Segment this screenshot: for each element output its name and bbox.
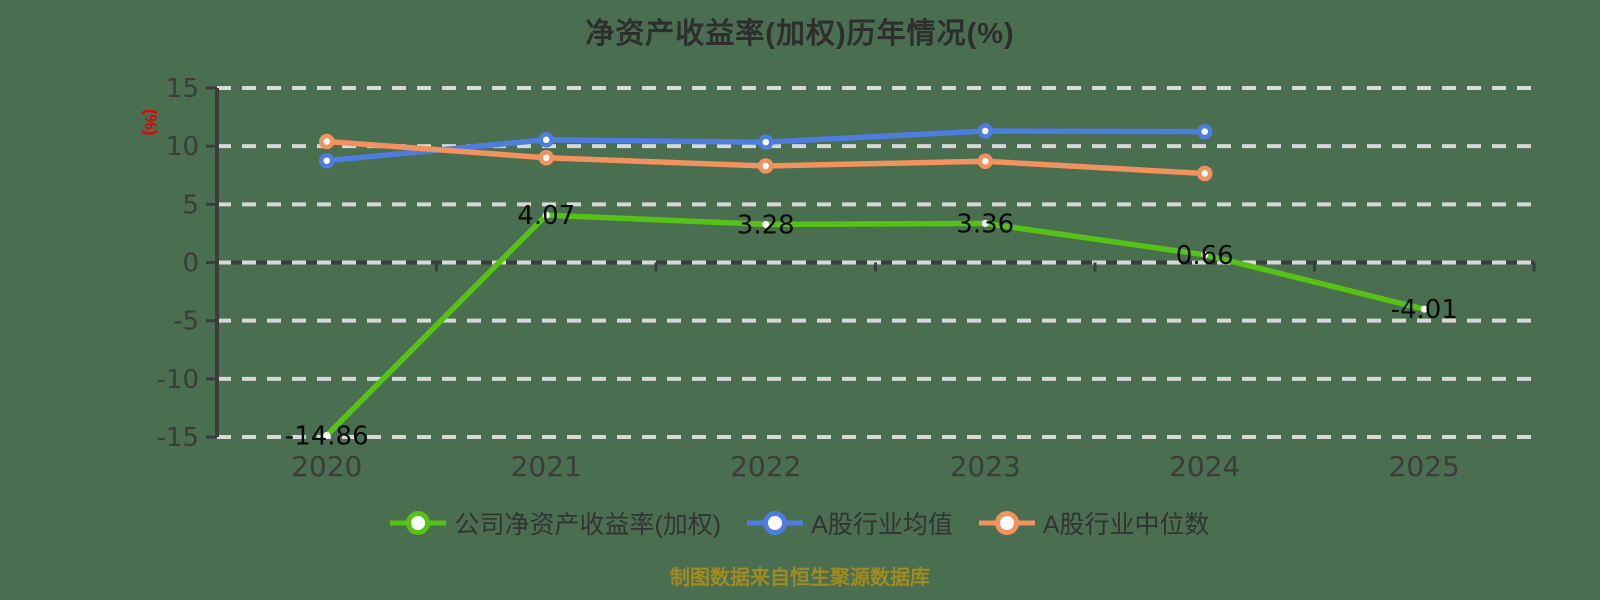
data-point-marker: [981, 219, 989, 227]
x-axis-tick-label: 2025: [1389, 450, 1460, 483]
data-point-marker: [977, 153, 993, 170]
x-axis-tick-label: 2024: [1169, 450, 1240, 483]
series-line: [324, 212, 1427, 439]
y-axis-tick-label: 15: [166, 74, 199, 104]
data-point-marker: [538, 132, 554, 148]
data-point-label: 4.07: [517, 201, 575, 231]
y-axis-tick-label: -15: [157, 423, 199, 453]
data-point-marker: [319, 152, 335, 169]
legend-line-circle-icon: [978, 511, 1035, 535]
data-point-marker: [758, 158, 774, 174]
chart-legend: 公司净资产收益率(加权) A股行业均值 A股行业中位数: [0, 502, 1600, 544]
y-axis-tick-label: 0: [182, 249, 199, 279]
data-point-label: 3.28: [737, 210, 795, 240]
data-point-marker: [323, 431, 331, 439]
data-point-marker: [538, 150, 554, 166]
y-axis-tick-label: 5: [182, 190, 199, 220]
data-point-marker: [977, 123, 993, 139]
data-point-marker: [758, 134, 774, 150]
data-point-label: 3.36: [956, 209, 1014, 239]
legend-line-circle-icon: [747, 511, 804, 535]
y-axis-tick-label: 10: [166, 132, 199, 162]
legend-item-label: 公司净资产收益率(加权): [454, 511, 722, 539]
x-axis-tick-label: 2023: [950, 450, 1021, 483]
legend-item-label: A股行业中位数: [1042, 511, 1210, 539]
legend-line-circle-icon: [390, 511, 447, 535]
data-point-marker: [762, 220, 770, 228]
legend-item-company-roe[interactable]: 公司净资产收益率(加权): [390, 505, 721, 541]
legend-item-label: A股行业均值: [811, 511, 953, 539]
data-point-label: 0.66: [1176, 241, 1234, 271]
data-point-marker: [1197, 165, 1213, 182]
data-point-marker: [1201, 251, 1209, 259]
y-axis-tick-label: -10: [157, 365, 199, 395]
x-axis-tick-label: 2022: [730, 450, 801, 483]
legend-item-industry-median[interactable]: A股行业中位数: [978, 505, 1210, 541]
data-point-label: -4.01: [1391, 295, 1458, 325]
data-source-note: 制图数据来自恒生聚源数据库: [670, 567, 930, 589]
x-axis-tick-label: 2021: [511, 450, 582, 483]
y-axis-tick-label: -5: [173, 307, 199, 337]
x-axis-tick-label: 2020: [291, 450, 362, 483]
data-point-marker: [319, 133, 335, 150]
data-point-marker: [1420, 305, 1428, 313]
chart-title: 净资产收益率(加权)历年情况(%): [585, 18, 1015, 50]
data-point-label: -14.86: [285, 421, 369, 451]
data-point-marker: [542, 211, 550, 219]
data-point-marker: [1197, 123, 1213, 140]
legend-item-industry-mean[interactable]: A股行业均值: [747, 505, 953, 541]
